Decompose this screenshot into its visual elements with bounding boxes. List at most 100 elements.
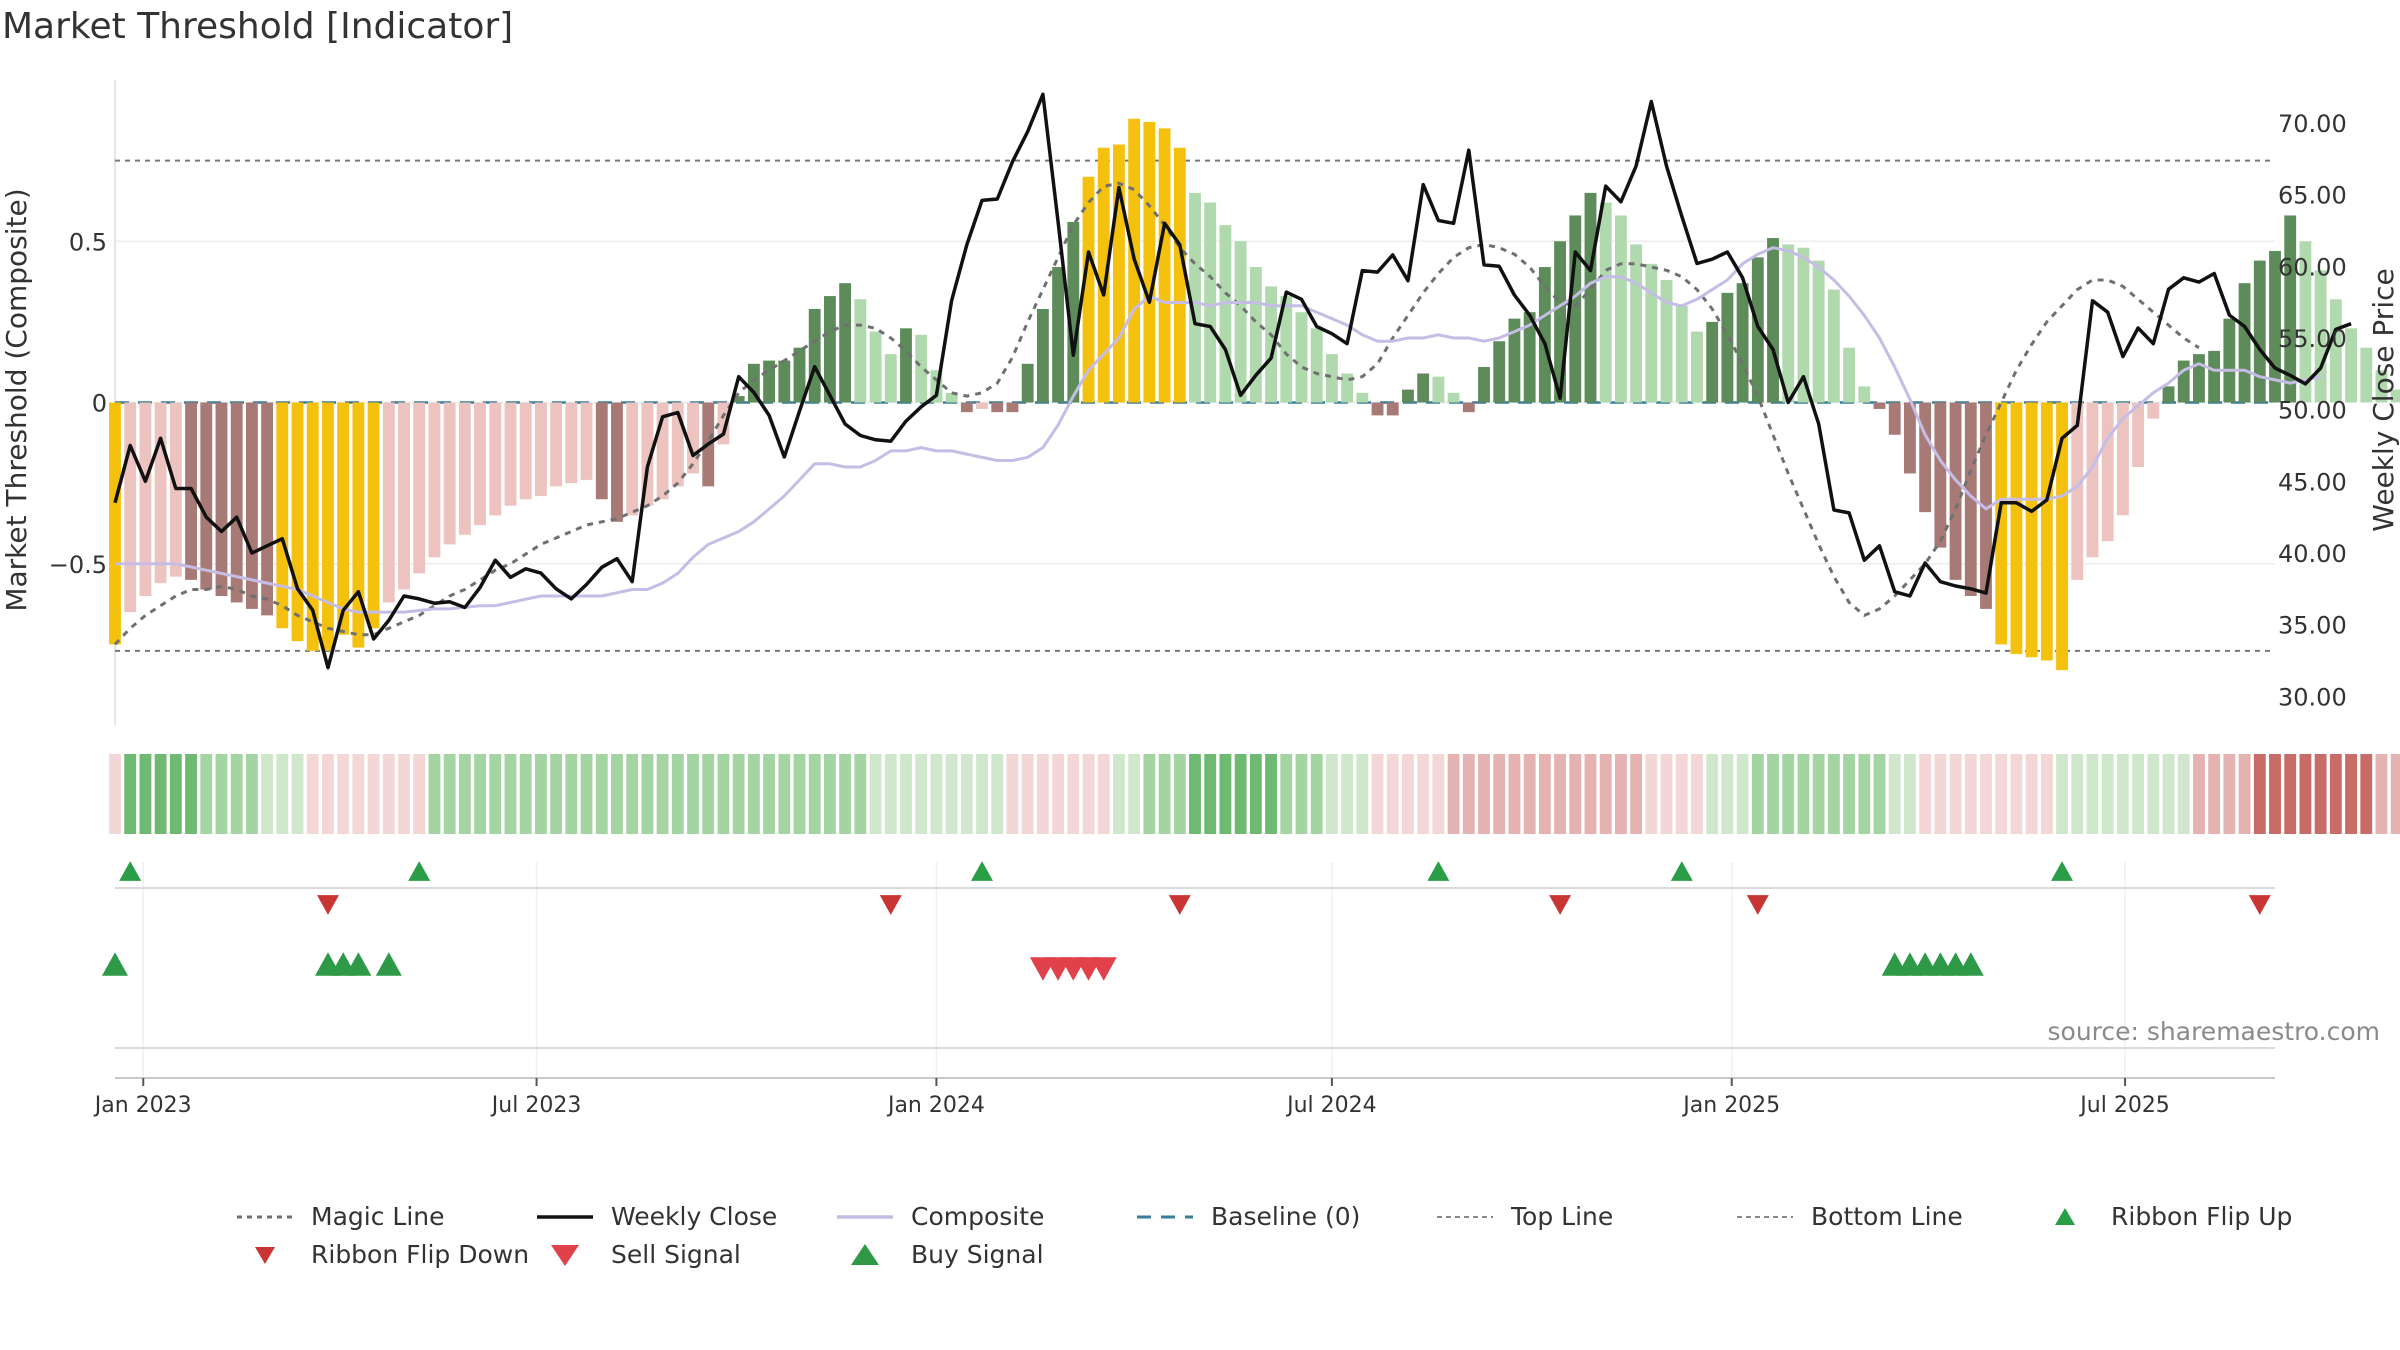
chart-title: Market Threshold [Indicator] bbox=[2, 6, 514, 47]
composite-bar bbox=[2238, 283, 2251, 403]
y-left-axis: −0.5 0 0.5 bbox=[49, 228, 107, 579]
buy-signal-marker bbox=[1957, 952, 1984, 976]
composite-bar bbox=[1493, 341, 1506, 403]
composite-bar bbox=[337, 402, 350, 635]
composite-bar bbox=[2193, 354, 2205, 403]
composite-bar bbox=[1645, 263, 1658, 403]
ribbon-cell bbox=[1873, 754, 1886, 834]
y-left-tick-label: 0.5 bbox=[69, 228, 107, 256]
ribbon-cell bbox=[1341, 754, 1354, 834]
ribbon-cell bbox=[2116, 754, 2129, 834]
ribbon-cell bbox=[169, 754, 182, 834]
ribbon-cell bbox=[1082, 754, 1095, 834]
ribbon-cell bbox=[2223, 754, 2236, 834]
composite-bar bbox=[474, 402, 486, 526]
composite-bar bbox=[1584, 192, 1597, 403]
composite-bar bbox=[1538, 267, 1551, 403]
composite-bar bbox=[1904, 402, 1916, 474]
composite-bar bbox=[428, 402, 441, 558]
composite-bar bbox=[2177, 360, 2190, 403]
composite-bar bbox=[124, 402, 137, 613]
ribbon-flip-down-marker bbox=[1746, 895, 1769, 915]
composite-bar bbox=[413, 402, 426, 574]
composite-bar bbox=[1417, 373, 1430, 403]
legend-label: Sell Signal bbox=[611, 1240, 741, 1269]
ribbon-cell bbox=[839, 754, 852, 834]
ribbon-cell bbox=[793, 754, 806, 834]
composite-bar bbox=[519, 402, 532, 500]
composite-bar bbox=[1234, 241, 1247, 403]
ribbon-cell bbox=[2025, 754, 2038, 834]
ribbon-cell bbox=[747, 754, 760, 834]
composite-bar bbox=[1204, 202, 1217, 403]
ribbon-cell bbox=[2101, 754, 2114, 834]
composite-bar bbox=[382, 402, 395, 603]
ribbon-cell bbox=[1295, 754, 1308, 834]
ribbon-cell bbox=[930, 754, 943, 834]
ribbon-cell bbox=[1691, 754, 1703, 834]
y-right-tick-label: 70.00 bbox=[2278, 110, 2347, 138]
composite-bar bbox=[322, 402, 334, 651]
ribbon-cell bbox=[504, 754, 517, 834]
ribbon-cell bbox=[1797, 754, 1810, 834]
magic-line bbox=[113, 181, 2200, 646]
ribbon-cell bbox=[1310, 754, 1323, 834]
composite-bar bbox=[595, 402, 608, 500]
composite-bar bbox=[2162, 386, 2175, 403]
ribbon-cell bbox=[1843, 754, 1856, 834]
ribbon-cell bbox=[367, 754, 380, 834]
composite-bar bbox=[976, 402, 988, 409]
composite-bar bbox=[2071, 402, 2084, 580]
legend-item-composite: Composite bbox=[835, 1202, 1044, 1231]
composite-bar bbox=[2010, 402, 2023, 655]
composite-bar bbox=[1189, 192, 1201, 403]
ribbon-cell bbox=[1554, 754, 1566, 834]
ribbon-cell bbox=[1386, 754, 1399, 834]
composite-bar bbox=[306, 402, 319, 651]
composite-bar bbox=[1036, 308, 1049, 403]
ribbon-cell bbox=[534, 754, 547, 834]
composite-bar bbox=[1675, 305, 1688, 403]
composite-bar bbox=[869, 331, 882, 403]
composite-bar bbox=[960, 402, 973, 413]
composite-bar bbox=[778, 360, 791, 403]
legend-item-baseline: Baseline (0) bbox=[1135, 1202, 1360, 1231]
ribbon-cell bbox=[2375, 754, 2388, 834]
ribbon-cell bbox=[1706, 754, 1719, 834]
composite-bar bbox=[1508, 318, 1521, 403]
ribbon-cell bbox=[1782, 754, 1795, 834]
x-tick-label: Jan 2023 bbox=[93, 1093, 192, 1118]
composite-bar bbox=[215, 402, 228, 596]
ribbon-flip-down-marker bbox=[1168, 895, 1191, 915]
composite-bar bbox=[1386, 402, 1399, 416]
ribbon-cell bbox=[641, 754, 654, 834]
ribbon-cell bbox=[413, 754, 426, 834]
composite-bar bbox=[352, 402, 365, 648]
composite-bar bbox=[1858, 386, 1871, 403]
composite-bar bbox=[109, 402, 121, 645]
ribbon-cell bbox=[1249, 754, 1262, 834]
ribbon-cell bbox=[2162, 754, 2175, 834]
ribbon-cell bbox=[154, 754, 167, 834]
ribbon-cell bbox=[778, 754, 791, 834]
ribbon-cell bbox=[1493, 754, 1506, 834]
composite-bar bbox=[1371, 402, 1384, 416]
composite-bar bbox=[230, 402, 243, 603]
buy-signal-marker bbox=[375, 952, 402, 976]
signal-panels bbox=[102, 861, 2275, 1079]
composite-bar bbox=[1706, 321, 1719, 403]
ribbon-cell bbox=[1980, 754, 1992, 834]
composite-bar bbox=[1143, 121, 1156, 403]
composite-bar bbox=[854, 299, 867, 403]
composite-bar bbox=[139, 402, 152, 596]
composite-bar bbox=[1691, 331, 1703, 403]
composite-bar bbox=[1934, 402, 1947, 548]
composite-bar bbox=[1280, 296, 1293, 403]
legend-label: Composite bbox=[911, 1202, 1045, 1231]
ribbon-cell bbox=[276, 754, 289, 834]
composite-bar bbox=[991, 402, 1004, 413]
ribbon-cell bbox=[2269, 754, 2281, 834]
composite-bar bbox=[2208, 350, 2221, 403]
market-threshold-chart: −0.5 0 0.5 30.00 35.00 40.00 45.00 50.00 55.00 6… bbox=[0, 80, 2400, 1118]
legend-label: Weekly Close bbox=[611, 1202, 778, 1231]
